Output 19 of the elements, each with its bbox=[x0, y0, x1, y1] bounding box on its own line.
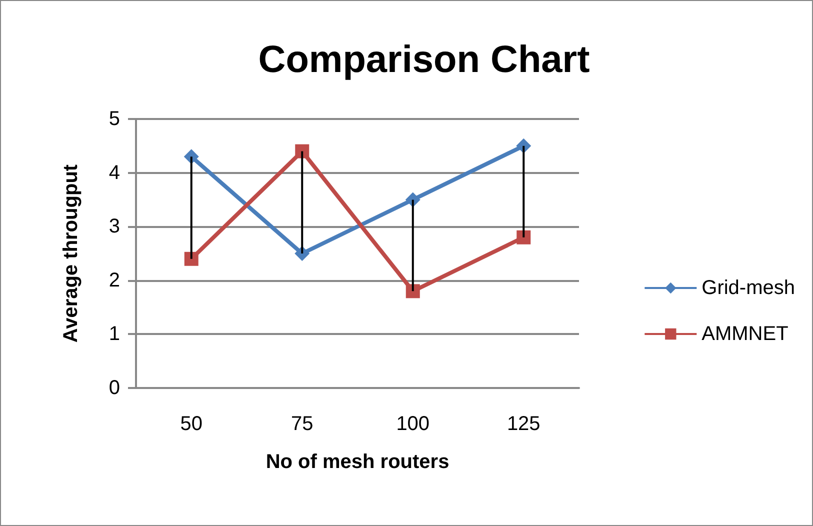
y-tick-label: 2 bbox=[108, 269, 120, 292]
legend-label: AMMNET bbox=[702, 323, 788, 345]
legend-label: Grid-mesh bbox=[702, 277, 796, 299]
y-tick-label: 5 bbox=[108, 108, 120, 130]
point bbox=[184, 252, 198, 266]
point bbox=[406, 284, 420, 298]
y-tick-label: 0 bbox=[108, 377, 120, 399]
x-tick-label: 50 bbox=[180, 413, 202, 435]
y-tick-label: 1 bbox=[108, 323, 120, 346]
y-tick-label: 3 bbox=[108, 216, 120, 238]
point bbox=[516, 230, 531, 244]
y-axis-title: Average througput bbox=[60, 164, 82, 343]
y-tick-label: 4 bbox=[108, 162, 120, 184]
point bbox=[295, 144, 310, 158]
x-axis-title: No of mesh routers bbox=[266, 451, 450, 473]
chart-title: Comparison Chart bbox=[258, 39, 590, 81]
x-tick-label: 125 bbox=[506, 413, 540, 435]
x-tick-label: 100 bbox=[396, 413, 430, 435]
x-tick-label: 75 bbox=[291, 413, 314, 435]
